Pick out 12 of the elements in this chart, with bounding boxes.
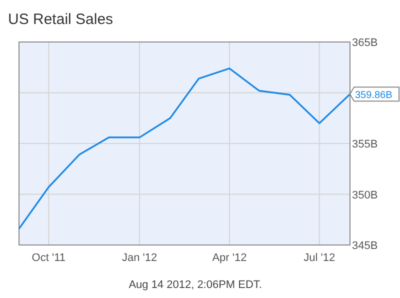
y-tick-label: 350B — [352, 189, 378, 202]
y-tick-label: 365B — [352, 37, 378, 49]
x-tick-label: Oct '11 — [32, 252, 66, 264]
chart-title: US Retail Sales — [8, 11, 114, 28]
y-tick-label: 355B — [352, 138, 378, 150]
line-series — [18, 68, 351, 230]
x-tick-label: Apr '12 — [212, 252, 247, 264]
x-tick-label: Jan '12 — [122, 252, 158, 264]
text: Aug 14 2012, 2:06PM EDT. — [128, 279, 262, 291]
data-label: 359.86B — [355, 90, 393, 102]
x-tick-label: Jul '12 — [304, 252, 336, 264]
y-tick-label: 345B — [352, 240, 378, 252]
